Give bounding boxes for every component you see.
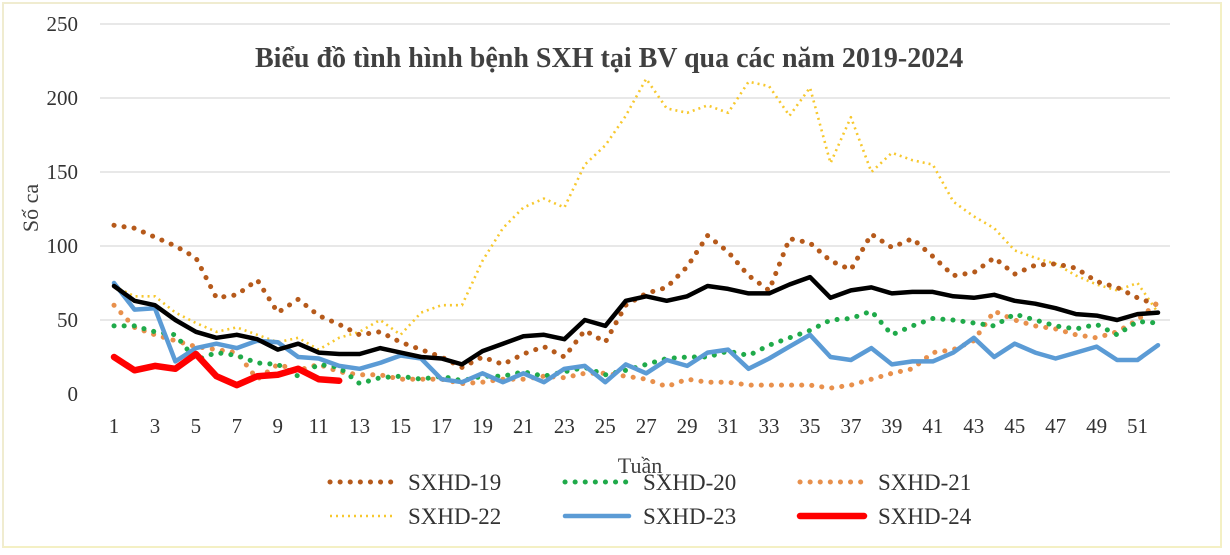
- x-tick-labels: 1 3 5 7 9 11 13 15 17 19 21 23 25 27 29 31 33 35 37 39 41 43 4…: [109, 414, 1148, 438]
- x-tick-label: 47: [1045, 414, 1066, 438]
- x-axis-title: Tuần: [618, 453, 662, 478]
- y-tick-label: 0: [68, 382, 79, 406]
- x-tick-label: 7: [232, 414, 243, 438]
- legend: SXHD-19 SXHD-20 SXHD-21 SXHD-22 SXHD-23 SXHD-…: [327, 470, 972, 529]
- x-tick-label: 43: [963, 414, 984, 438]
- series-line-sxhd-23: [111, 280, 1161, 385]
- gridlines: [100, 23, 1170, 321]
- series-line-black: [111, 274, 1161, 367]
- legend-label-sxhd-22: SXHD-22: [408, 504, 501, 529]
- legend-label-sxhd-24: SXHD-24: [878, 504, 972, 529]
- series-line-sxhd-24: [110, 350, 343, 389]
- y-tick-label: 250: [47, 12, 79, 36]
- x-tick-label: 35: [800, 414, 821, 438]
- x-tick-label: 25: [595, 414, 616, 438]
- series-lines: [110, 77, 1161, 391]
- x-tick-label: 1: [109, 414, 120, 438]
- x-tick-label: 49: [1086, 414, 1107, 438]
- y-axis-title: Số ca: [18, 184, 43, 233]
- x-tick-label: 33: [759, 414, 780, 438]
- chart-title: Biểu đồ tình hình bệnh SXH tại BV qua cá…: [255, 43, 963, 74]
- x-tick-label: 11: [309, 414, 329, 438]
- x-tick-label: 31: [718, 414, 739, 438]
- x-tick-label: 39: [881, 414, 902, 438]
- y-tick-label: 100: [47, 234, 79, 258]
- legend-label-sxhd-19: SXHD-19: [408, 470, 501, 495]
- x-tick-label: 45: [1004, 414, 1025, 438]
- y-tick-label: 150: [47, 160, 79, 184]
- y-tick-label: 200: [47, 86, 79, 110]
- x-tick-label: 9: [273, 414, 284, 438]
- series-line-sxhd-22: [113, 77, 1160, 351]
- y-tick-label: 50: [57, 308, 78, 332]
- x-tick-label: 3: [150, 414, 161, 438]
- legend-label-sxhd-20: SXHD-20: [643, 470, 736, 495]
- x-tick-label: 29: [677, 414, 698, 438]
- x-tick-label: 27: [636, 414, 657, 438]
- x-tick-label: 15: [390, 414, 411, 438]
- chart-frame: [2, 2, 1222, 548]
- x-tick-label: 21: [513, 414, 534, 438]
- x-tick-label: 5: [191, 414, 202, 438]
- x-tick-label: 13: [349, 414, 370, 438]
- x-tick-label: 23: [554, 414, 575, 438]
- x-tick-label: 41: [922, 414, 943, 438]
- y-tick-labels: 0 50 100 150 200 250: [47, 12, 79, 406]
- x-tick-label: 19: [472, 414, 493, 438]
- legend-label-sxhd-21: SXHD-21: [878, 470, 971, 495]
- x-tick-label: 37: [840, 414, 861, 438]
- x-tick-label: 17: [431, 414, 452, 438]
- legend-label-sxhd-23: SXHD-23: [643, 504, 736, 529]
- x-tick-label: 51: [1127, 414, 1148, 438]
